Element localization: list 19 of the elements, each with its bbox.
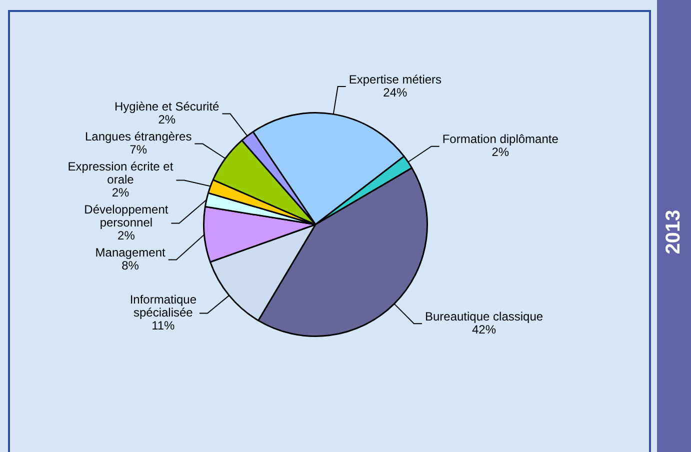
slice-label: Expertise métiers (348, 72, 442, 86)
data-label: 42% (472, 322, 496, 336)
slice-label: Développement personnel (84, 202, 169, 230)
data-label: 8% (122, 258, 140, 273)
slice-label: Langues étrangères (84, 130, 192, 144)
slice-label: Hygiène et Sécurité (114, 100, 220, 114)
data-label: 2% (118, 228, 136, 243)
data-label: 2% (492, 145, 510, 160)
slice-label: Bureautique classique (424, 309, 544, 324)
slice-label: Expression écrite et orale (68, 160, 174, 187)
data-label: 24% (383, 85, 408, 100)
slice-label: Formation diplômante (442, 132, 559, 146)
data-label: 2% (158, 112, 176, 127)
slice-label: Informatique spécialisée (130, 292, 197, 320)
data-label: 2% (112, 186, 130, 200)
text: 2013 (662, 210, 686, 254)
data-label: 11% (152, 318, 176, 333)
data-label: 7% (130, 142, 148, 157)
slice-label: Management (95, 246, 166, 260)
